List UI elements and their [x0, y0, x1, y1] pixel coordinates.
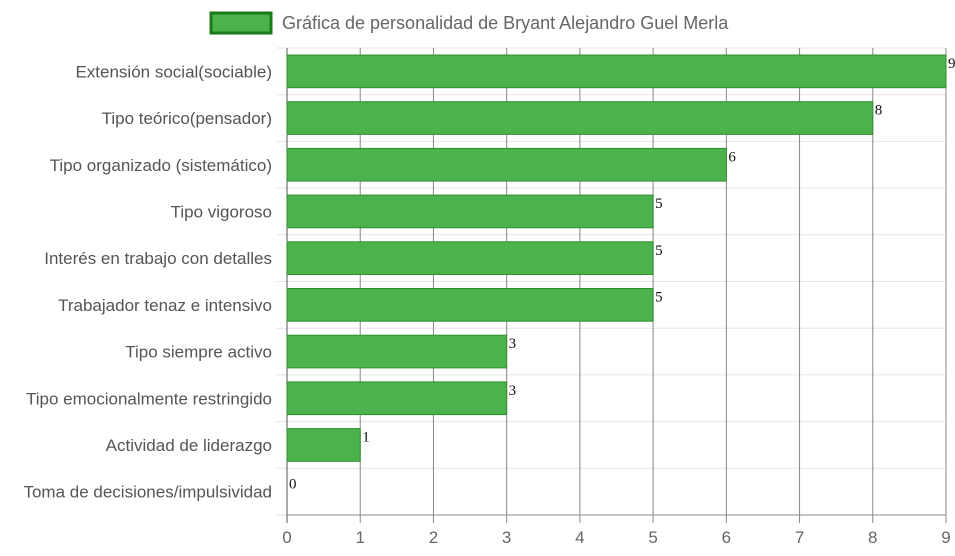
- data-label: 6: [728, 149, 736, 165]
- category-labels: Extensión social(sociable) Tipo teórico(p…: [23, 62, 272, 501]
- chart-legend[interactable]: Gráfica de personalidad de Bryant Alejan…: [209, 11, 729, 35]
- bar[interactable]: [286, 54, 947, 89]
- legend-label: Gráfica de personalidad de Bryant Alejan…: [282, 13, 729, 33]
- x-tick-label: 8: [868, 528, 877, 547]
- x-tick-label: 9: [941, 528, 950, 547]
- data-label: 5: [655, 243, 663, 259]
- bar[interactable]: [286, 381, 508, 416]
- category-label: Interés en trabajo con detalles: [44, 249, 272, 268]
- category-label: Tipo vigoroso: [171, 202, 272, 221]
- data-label: 9: [948, 56, 955, 72]
- bar[interactable]: [286, 101, 874, 135]
- x-tick-label: 5: [648, 528, 657, 547]
- category-label: Tipo organizado (sistemático): [50, 156, 272, 175]
- bar[interactable]: [286, 288, 654, 322]
- data-labels: 9 8 6 5 5 5 3 3 1 0: [289, 56, 955, 492]
- category-label: Extensión social(sociable): [75, 62, 272, 81]
- x-tick-label: 4: [575, 528, 584, 547]
- x-tick-label: 0: [282, 528, 291, 547]
- x-axis-ticks: 0 1 2 3 4 5 6 7 8 9: [282, 528, 950, 547]
- category-label: Tipo emocionalmente restringido: [26, 389, 272, 408]
- bar[interactable]: [286, 194, 654, 229]
- x-tick-label: 6: [722, 528, 731, 547]
- data-label: 0: [289, 476, 297, 492]
- category-label: Tipo siempre activo: [125, 343, 272, 362]
- bar[interactable]: [286, 241, 654, 275]
- x-tick-label: 3: [502, 528, 511, 547]
- data-label: 3: [509, 336, 516, 352]
- x-tick-label: 1: [355, 528, 364, 547]
- bars: [286, 54, 947, 462]
- legend-swatch: [209, 11, 273, 35]
- category-label: Tipo teórico(pensador): [102, 109, 272, 128]
- bar[interactable]: [286, 428, 361, 462]
- data-label: 5: [655, 196, 663, 212]
- x-tick-label: 2: [429, 528, 438, 547]
- category-label: Trabajador tenaz e intensivo: [58, 296, 272, 315]
- data-label: 8: [875, 103, 883, 119]
- data-label: 5: [655, 290, 663, 306]
- bar[interactable]: [286, 334, 508, 369]
- data-label: 3: [509, 383, 516, 399]
- category-label: Toma de decisiones/impulsividad: [23, 483, 272, 502]
- bar[interactable]: [286, 147, 727, 182]
- category-label: Actividad de liderazgo: [106, 436, 272, 455]
- x-tick-label: 7: [795, 528, 804, 547]
- data-label: 1: [362, 430, 370, 446]
